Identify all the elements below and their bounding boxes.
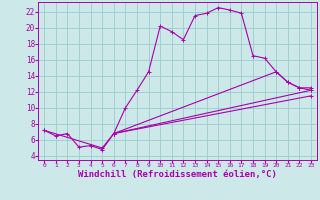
X-axis label: Windchill (Refroidissement éolien,°C): Windchill (Refroidissement éolien,°C)	[78, 170, 277, 179]
